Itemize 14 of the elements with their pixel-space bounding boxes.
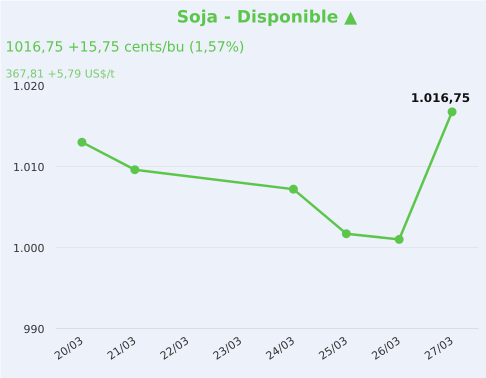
y-tick-label: 1.010 <box>13 161 45 174</box>
data-label: 1.016,75 <box>410 90 470 105</box>
point <box>130 165 140 174</box>
point <box>448 107 457 116</box>
point <box>77 138 86 147</box>
y-tick-label: 990 <box>24 323 45 336</box>
point <box>288 184 298 194</box>
chart-subtitle: 1016,75 +15,75 cents/bu (1,57%) <box>6 40 244 56</box>
point <box>342 229 351 238</box>
y-tick-label: 1.020 <box>13 80 45 93</box>
chart-title: Soja - Disponible ▲ <box>176 8 358 28</box>
point <box>394 234 404 244</box>
y-tick-label: 1.000 <box>13 242 45 255</box>
text: 367,81 +5,79 US$/t <box>6 68 116 80</box>
